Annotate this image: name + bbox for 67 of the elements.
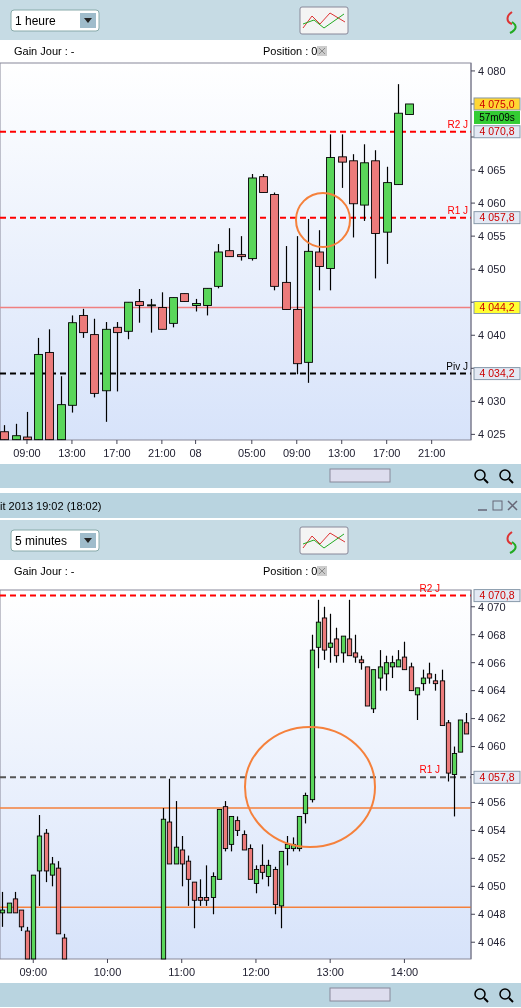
candlestick: [61, 933, 68, 960]
ref-line-label: R2 J: [419, 582, 440, 594]
x-tick-label: 13:00: [316, 966, 344, 978]
y-tick-label: 4 048: [478, 908, 506, 921]
x-tick-label: 17:00: [103, 447, 131, 459]
y-tick-label: 4 062: [478, 712, 506, 725]
text: 4 044,2: [479, 301, 515, 314]
y-tick-label: 4 040: [478, 329, 506, 342]
x-tick-label: 11:00: [168, 966, 196, 978]
text: 4 070,8: [479, 589, 515, 602]
x-tick-label: 09:00: [283, 447, 311, 459]
ref-line-label: R1 J: [447, 204, 468, 216]
text: 4 057,8: [479, 211, 515, 224]
candlestick: [302, 792, 309, 825]
x-tick-label: 21:00: [417, 447, 446, 459]
ref-line-label: R1 J: [419, 764, 440, 776]
y-tick-label: 4 030: [478, 395, 506, 408]
candlestick: [225, 227, 234, 258]
x-tick-label: 14:00: [390, 966, 419, 978]
x-tick-label: 17:00: [372, 447, 401, 459]
text: it 2013 19:02 (18:02): [0, 500, 102, 512]
candlestick: [0, 891, 6, 928]
text: Position : 0: [263, 565, 318, 577]
candlestick: [338, 133, 347, 189]
y-tick-label: 4 055: [478, 229, 506, 242]
y-tick-label: 4 046: [478, 936, 506, 949]
y-tick-label: 4 050: [478, 880, 506, 893]
text: 4 057,8: [479, 770, 515, 783]
y-tick-label: 4 050: [478, 263, 506, 276]
y-tick-label: 4 080: [478, 64, 506, 77]
text: 4 034,2: [479, 367, 515, 380]
y-tick-label: 4 064: [478, 684, 506, 697]
x-tick-label: 12:00: [242, 966, 270, 978]
ref-line-label: R2 J: [447, 118, 468, 130]
x-tick-label: 09:00: [13, 447, 41, 459]
candlestick: [147, 298, 156, 334]
ref-line-label: Piv J: [446, 360, 468, 372]
x-tick-label: 21:00: [148, 447, 176, 459]
y-tick-label: 4 056: [478, 796, 506, 809]
x-tick-label: 10:00: [93, 966, 122, 978]
candlestick: [315, 229, 324, 291]
y-tick-label: 4 070: [478, 600, 506, 613]
text: Gain Jour : -: [14, 565, 75, 577]
y-tick-label: 4 066: [478, 656, 506, 669]
y-tick-label: 4 060: [478, 196, 506, 209]
text: 1 heure: [15, 14, 57, 28]
candlestick: [259, 173, 268, 194]
text: Gain Jour : -: [14, 45, 75, 57]
text: 4 075,0: [479, 97, 515, 110]
candlestick: [203, 287, 212, 317]
text: Position : 0: [263, 45, 318, 57]
text: 5 minutes: [15, 534, 68, 548]
y-tick-label: 4 052: [478, 852, 506, 865]
x-tick-label: 13:00: [58, 447, 86, 459]
text: 4 070,8: [479, 125, 515, 138]
y-tick-label: 4 025: [478, 428, 506, 441]
y-tick-label: 4 065: [478, 163, 506, 176]
candlestick: [23, 411, 32, 441]
x-tick-label: 09:00: [19, 966, 48, 978]
candlestick: [237, 235, 246, 262]
x-tick-label: 05:00: [238, 447, 266, 459]
text: 57m09s: [479, 111, 515, 123]
x-tick-label: 13:00: [327, 447, 356, 459]
y-tick-label: 4 068: [478, 628, 506, 641]
y-tick-label: 4 060: [478, 740, 506, 753]
x-tick-label: 08: [189, 447, 202, 459]
y-tick-label: 4 054: [478, 824, 506, 837]
